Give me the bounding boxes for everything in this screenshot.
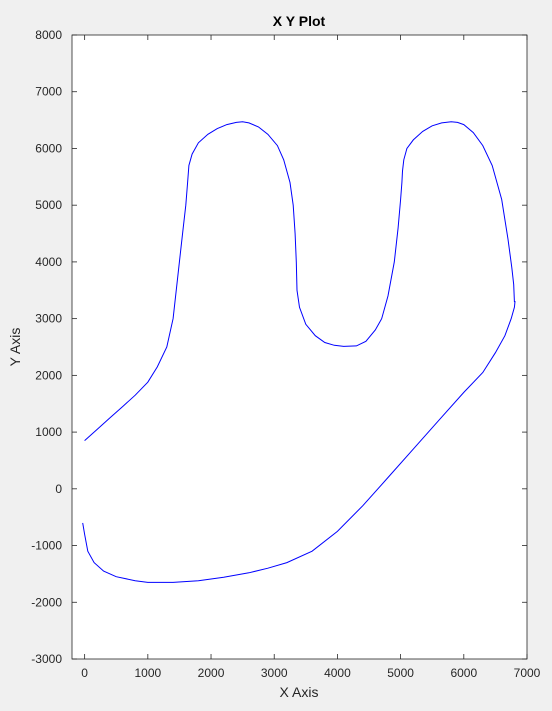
y-tick-label: 1000: [35, 425, 62, 439]
x-axis-label: X Axis: [280, 684, 319, 700]
y-tick-label: -2000: [31, 595, 62, 609]
series-line-track: [82, 121, 516, 583]
plot-area: [71, 34, 528, 660]
y-tick-label: 0: [55, 482, 62, 496]
y-tick-label: -3000: [31, 652, 62, 666]
y-axis-label: Y Axis: [7, 328, 23, 367]
y-axis-ticks: -3000 -2000 -1000 0 1000 2000 3000 4000 5000 6000…: [31, 28, 527, 666]
x-tick-label: 5000: [387, 666, 414, 680]
y-tick-label: 7000: [35, 85, 62, 99]
x-axis-ticks: 0 1000 2000 3000 4000 5000 6000 7000: [81, 35, 541, 680]
x-tick-label: 3000: [261, 666, 288, 680]
y-tick-label: 6000: [35, 141, 62, 155]
x-tick-label: 1000: [134, 666, 161, 680]
x-tick-label: 2000: [198, 666, 225, 680]
y-tick-label: 8000: [35, 28, 62, 42]
x-tick-label: 7000: [514, 666, 541, 680]
y-tick-label: 5000: [35, 198, 62, 212]
y-tick-label: -1000: [31, 539, 62, 553]
chart-title: X Y Plot: [273, 13, 326, 29]
x-tick-label: 6000: [450, 666, 477, 680]
y-tick-label: 4000: [35, 255, 62, 269]
y-tick-label: 2000: [35, 368, 62, 382]
y-tick-label: 3000: [35, 312, 62, 326]
x-tick-label: 0: [81, 666, 88, 680]
x-tick-label: 4000: [324, 666, 351, 680]
